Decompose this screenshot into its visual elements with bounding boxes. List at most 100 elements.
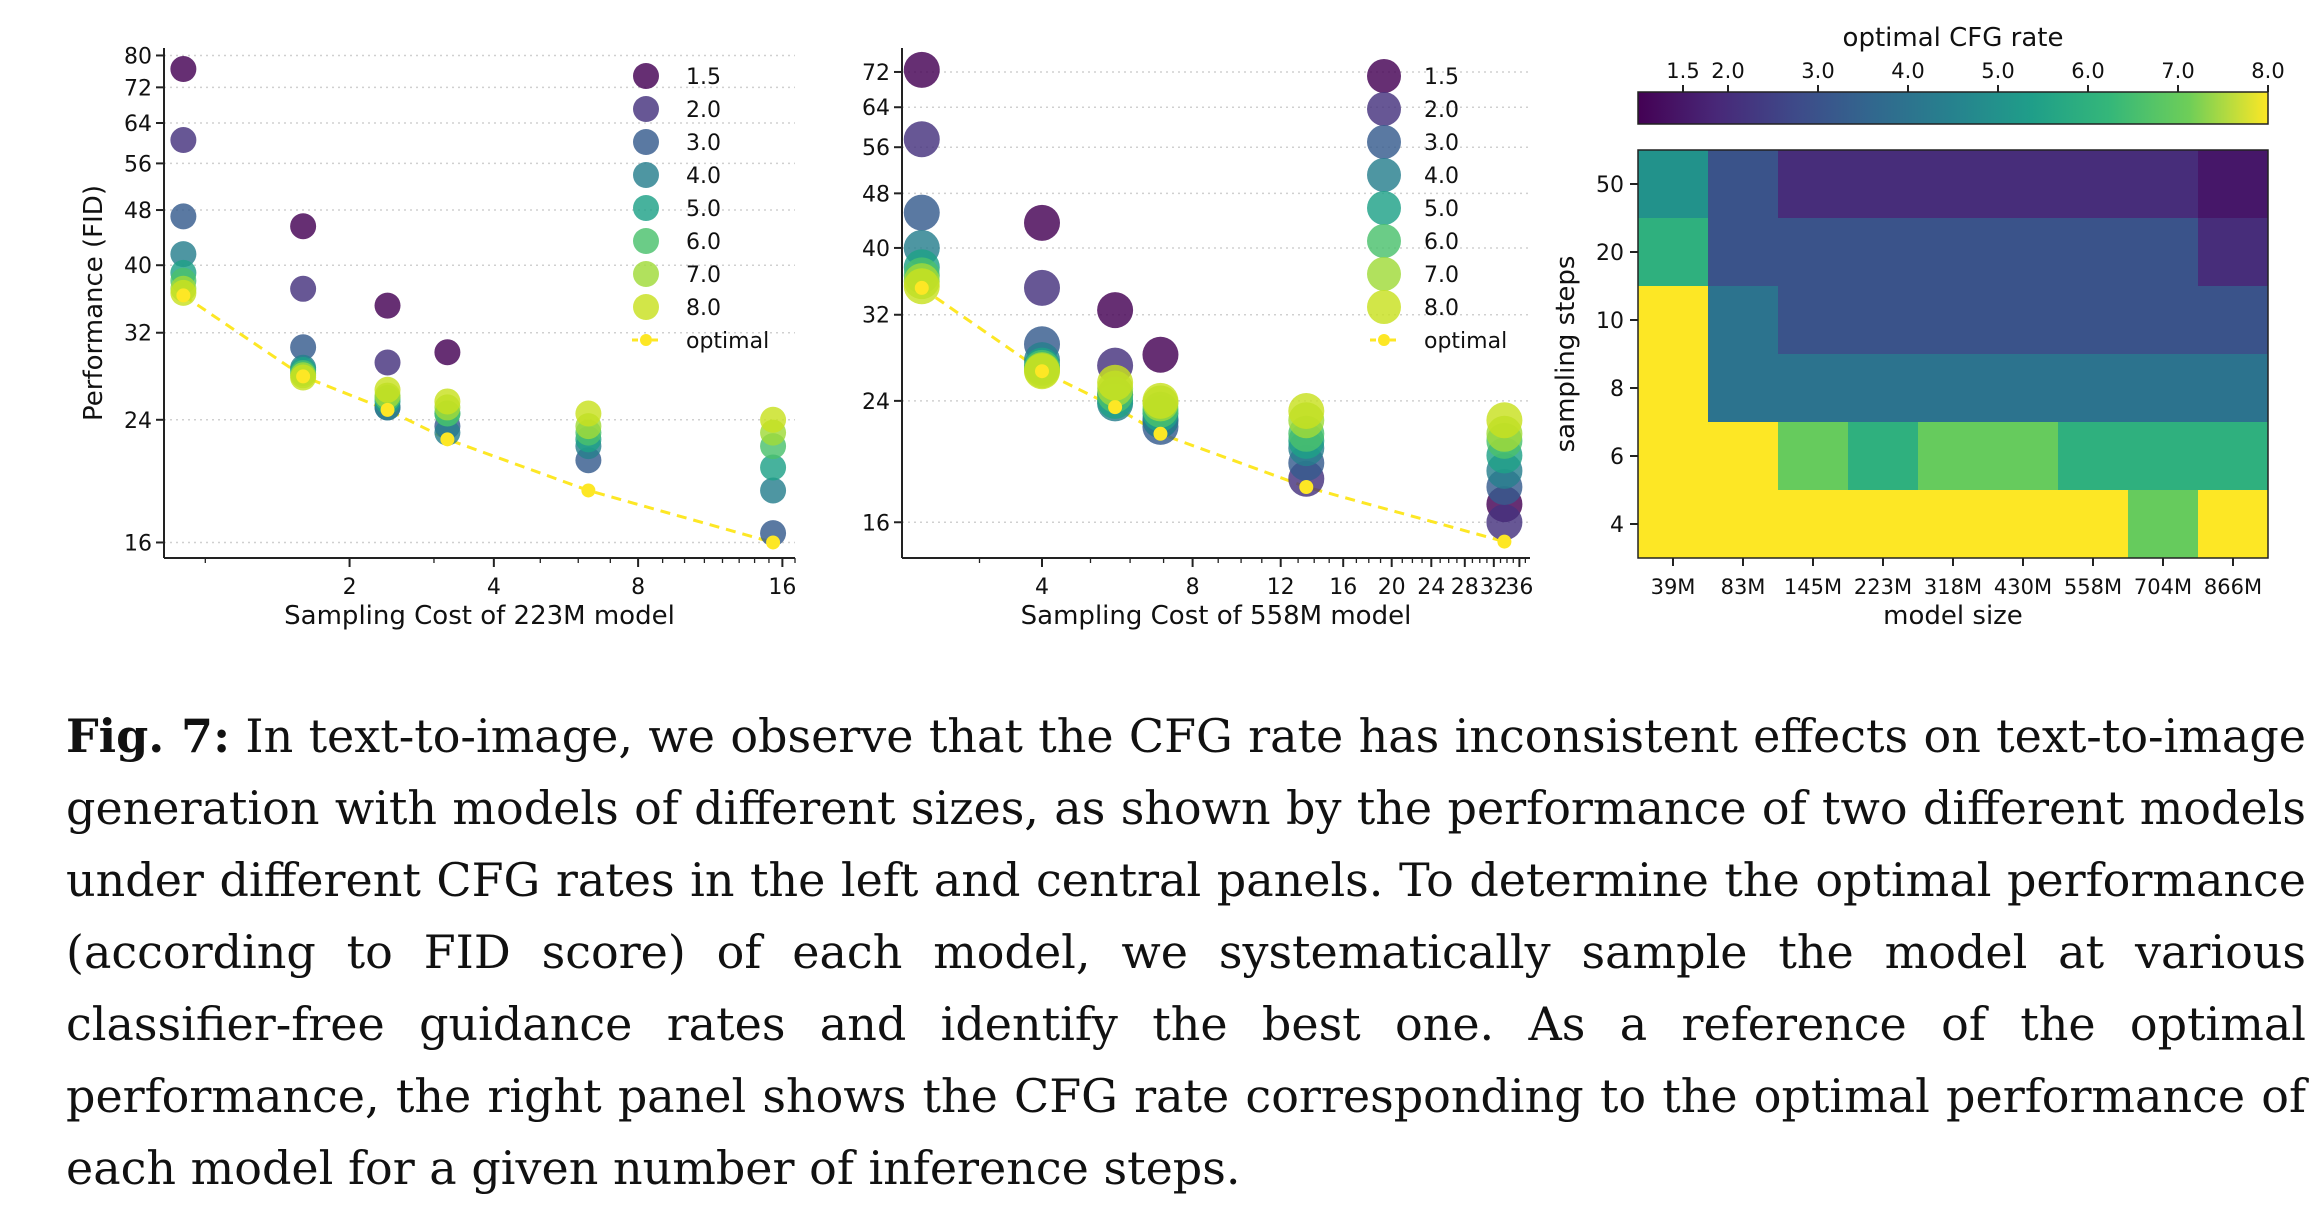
legend-marker <box>633 162 659 188</box>
legend-label: 7.0 <box>686 263 721 288</box>
y-tick-label: 32 <box>124 322 152 347</box>
colorbar-tick-label: 8.0 <box>2251 59 2284 83</box>
heatmap-cell <box>1778 354 1849 423</box>
caption-label: Fig. 7: <box>66 709 231 763</box>
heatmap-cell <box>2128 218 2199 287</box>
legend-marker <box>1367 125 1401 159</box>
legend-label: 1.5 <box>686 65 721 90</box>
scatter-point-cfg-8.0 <box>1486 402 1523 439</box>
optimal-point <box>1497 534 1512 549</box>
scatter-point-cfg-8.0 <box>434 388 461 415</box>
heatmap-cell <box>1638 354 1709 423</box>
scatter-point-cfg-2.0 <box>170 127 197 154</box>
scatter-point-cfg-8.0 <box>760 406 787 433</box>
heatmap-cell <box>2058 490 2129 559</box>
heatmap-cell <box>2058 286 2129 355</box>
x-tick-label: 28 <box>1451 575 1479 600</box>
y-tick-label: 50 <box>1596 173 1624 198</box>
colorbar <box>1637 91 2269 125</box>
heatmap-cell <box>1988 490 2059 559</box>
heatmap-cell <box>2058 354 2129 423</box>
scatter-point-cfg-1.5 <box>1142 336 1179 373</box>
heatmap-cell <box>1778 490 1849 559</box>
legend-marker <box>633 195 659 221</box>
colorbar-tick-label: 1.5 <box>1666 59 1699 83</box>
x-tick-label: 36 <box>1505 575 1533 600</box>
y-tick-label: 6 <box>1610 445 1624 470</box>
legend-label: 5.0 <box>686 197 721 222</box>
y-tick-label: 10 <box>1596 309 1624 334</box>
scatter-point-cfg-3.0 <box>170 203 197 230</box>
heatmap-cell <box>2128 354 2199 423</box>
scatter-point-cfg-1.5 <box>1024 204 1061 241</box>
scatter-point-cfg-3.0 <box>903 194 940 231</box>
heatmap-cell <box>1848 286 1919 355</box>
x-tick-label: 16 <box>1329 575 1357 600</box>
scatter-point-cfg-1.5 <box>290 213 317 240</box>
legend-label: 2.0 <box>1424 98 1459 123</box>
scatter-point-cfg-3.0 <box>760 520 787 547</box>
y-tick-label: 56 <box>124 152 152 177</box>
legend-label: 5.0 <box>1424 197 1459 222</box>
y-tick-label: 40 <box>124 254 152 279</box>
legend-label: 6.0 <box>686 230 721 255</box>
x-tick-label: 430M <box>1994 575 2052 599</box>
legend-marker <box>633 228 659 254</box>
heatmap-cell <box>1638 422 1709 491</box>
optimal-point <box>380 402 395 417</box>
x-tick-label: 8 <box>1186 575 1200 600</box>
legend-marker <box>1367 92 1401 126</box>
heatmap-cell <box>1778 286 1849 355</box>
y-tick-label: 8 <box>1610 377 1624 402</box>
scatter-point-cfg-8.0 <box>1288 393 1325 430</box>
scatter-point-cfg-8.0 <box>1142 382 1179 419</box>
y-tick-label: 20 <box>1596 241 1624 266</box>
heatmap-cell <box>2198 354 2269 423</box>
legend-marker <box>1367 290 1401 324</box>
y-axis-label: sampling steps <box>1551 256 1581 453</box>
heatmap-cell <box>1988 354 2059 423</box>
x-tick-label: 145M <box>1784 575 1842 599</box>
heatmap-cell <box>1708 218 1779 287</box>
scatter-point-cfg-3.0 <box>290 334 317 361</box>
legend-label: 3.0 <box>1424 131 1459 156</box>
optimal-point <box>914 280 929 295</box>
optimal-point <box>1035 364 1050 379</box>
scatter-point-cfg-4.0 <box>760 477 787 504</box>
legend-label: 1.5 <box>1424 65 1459 90</box>
legend-label: optimal <box>686 329 769 354</box>
y-tick-label: 16 <box>124 531 152 556</box>
heatmap-cell <box>2198 490 2269 559</box>
heatmap-cell <box>1988 422 2059 491</box>
x-tick-label: 4 <box>487 575 501 600</box>
x-tick-label: 24 <box>1417 575 1445 600</box>
scatter-point-cfg-1.5 <box>434 339 461 366</box>
y-tick-label: 48 <box>124 199 152 224</box>
heatmap-cell <box>1848 490 1919 559</box>
scatter-point-cfg-8.0 <box>374 376 401 403</box>
legend-label: 8.0 <box>686 296 721 321</box>
legend-marker <box>1367 59 1401 93</box>
heatmap-cell <box>1708 150 1779 219</box>
y-tick-label: 64 <box>862 96 890 121</box>
heatmap-cell <box>1918 354 1989 423</box>
heatmap-cell <box>2198 422 2269 491</box>
heatmap-cell <box>2058 422 2129 491</box>
heatmap-cell <box>1778 150 1849 219</box>
heatmap-cell <box>1708 286 1779 355</box>
colorbar-tick-label: 2.0 <box>1711 59 1744 83</box>
legend-label: 4.0 <box>1424 164 1459 189</box>
optimal-point <box>766 535 781 550</box>
x-tick-label: 83M <box>1721 575 1766 599</box>
legend: 1.5 2.0 3.0 4.0 5.0 6.0 7.0 8.0 optimal <box>632 63 769 354</box>
heatmap-cell <box>1918 150 1989 219</box>
x-tick-label: 866M <box>2204 575 2262 599</box>
heatmap-cell <box>1638 150 1709 219</box>
scatter-point-cfg-2.0 <box>374 349 401 376</box>
heatmap-cell <box>1918 422 1989 491</box>
scatter-point-cfg-1.5 <box>170 56 197 83</box>
legend-label: 7.0 <box>1424 263 1459 288</box>
x-axis-label: Sampling Cost of 558M model <box>1021 601 1412 631</box>
